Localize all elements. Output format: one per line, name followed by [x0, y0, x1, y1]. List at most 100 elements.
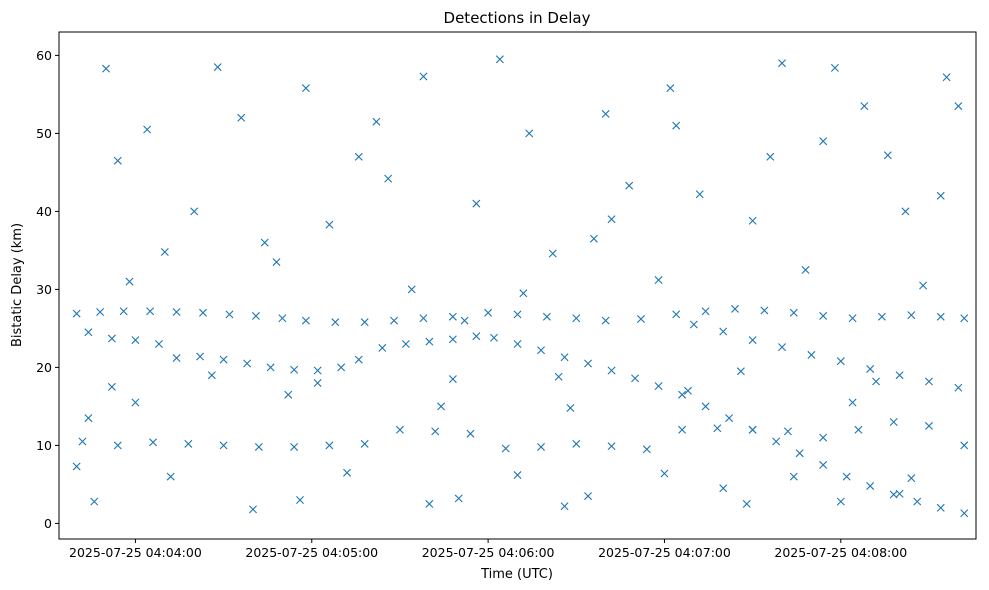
data-point	[778, 59, 787, 68]
data-point	[795, 449, 804, 458]
data-point	[166, 472, 175, 481]
data-point	[172, 308, 181, 317]
data-point	[872, 377, 881, 386]
data-point	[954, 102, 963, 111]
data-point	[437, 402, 446, 411]
data-point	[172, 354, 181, 363]
y-tick-label: 20	[36, 360, 52, 375]
data-point	[778, 343, 787, 352]
data-point	[407, 285, 416, 294]
data-point	[337, 363, 346, 372]
data-point	[819, 137, 828, 146]
data-point	[678, 425, 687, 434]
data-point	[154, 340, 163, 348]
data-point	[84, 328, 93, 337]
data-point	[760, 306, 769, 315]
data-point	[160, 247, 169, 256]
data-point	[360, 318, 369, 327]
data-point	[719, 327, 728, 336]
data-point	[584, 492, 593, 501]
y-tick-label: 30	[36, 282, 52, 297]
data-point	[836, 497, 845, 506]
data-points	[72, 55, 969, 518]
data-point	[251, 311, 260, 320]
data-point	[924, 377, 933, 386]
x-tick-label: 2025-07-25 04:08:00	[774, 545, 907, 560]
data-point	[936, 503, 945, 512]
data-point	[936, 191, 945, 200]
data-point	[466, 429, 475, 438]
data-point	[360, 439, 369, 448]
data-point	[654, 276, 663, 285]
data-point	[84, 414, 93, 423]
data-point	[278, 314, 287, 323]
data-point	[131, 398, 140, 407]
data-point	[107, 334, 116, 343]
data-point	[566, 403, 575, 412]
data-point	[589, 234, 598, 243]
data-point	[601, 316, 610, 325]
data-point	[419, 314, 428, 323]
data-point	[689, 320, 698, 329]
data-point	[942, 73, 951, 82]
data-point	[719, 484, 728, 493]
data-point	[331, 318, 340, 327]
data-point	[807, 350, 816, 359]
data-point	[695, 190, 704, 199]
data-point	[184, 439, 193, 448]
data-point	[131, 336, 140, 345]
data-point	[207, 371, 216, 380]
y-tick-label: 10	[36, 438, 52, 453]
data-point	[607, 215, 616, 224]
data-point	[866, 481, 875, 490]
data-point	[431, 427, 440, 436]
data-point	[390, 316, 399, 325]
data-point	[625, 181, 634, 190]
data-point	[883, 151, 892, 160]
data-point	[525, 129, 534, 138]
data-point	[290, 365, 299, 374]
data-point	[819, 460, 828, 469]
data-point	[560, 502, 569, 511]
data-point	[325, 441, 334, 450]
data-point	[378, 343, 387, 352]
data-point	[860, 102, 869, 111]
y-tick-label: 60	[36, 48, 52, 63]
data-point	[225, 310, 234, 319]
data-point	[666, 84, 675, 93]
data-point	[548, 249, 557, 258]
data-point	[113, 441, 122, 450]
data-point	[460, 316, 469, 325]
data-point	[954, 383, 963, 392]
data-point	[748, 336, 757, 345]
data-point	[501, 444, 510, 453]
data-point	[772, 437, 781, 446]
data-point	[213, 63, 222, 72]
data-point	[146, 307, 155, 316]
data-point	[907, 474, 916, 483]
data-point	[119, 307, 128, 316]
data-point	[266, 363, 275, 372]
data-point	[836, 357, 845, 366]
data-point	[642, 445, 651, 454]
data-point	[636, 315, 645, 324]
y-tick-label: 40	[36, 204, 52, 219]
data-point	[237, 113, 246, 122]
data-point	[343, 468, 352, 477]
data-point	[354, 152, 363, 161]
data-point	[419, 72, 428, 81]
data-point	[107, 382, 116, 391]
data-point	[866, 364, 875, 373]
data-point	[783, 427, 792, 436]
data-point	[701, 402, 710, 411]
data-point	[384, 174, 393, 183]
data-point	[701, 307, 710, 316]
data-point	[742, 499, 751, 508]
data-point	[401, 340, 410, 348]
data-point	[960, 509, 969, 518]
data-point	[854, 425, 863, 434]
data-point	[713, 424, 722, 433]
data-point	[672, 121, 681, 130]
